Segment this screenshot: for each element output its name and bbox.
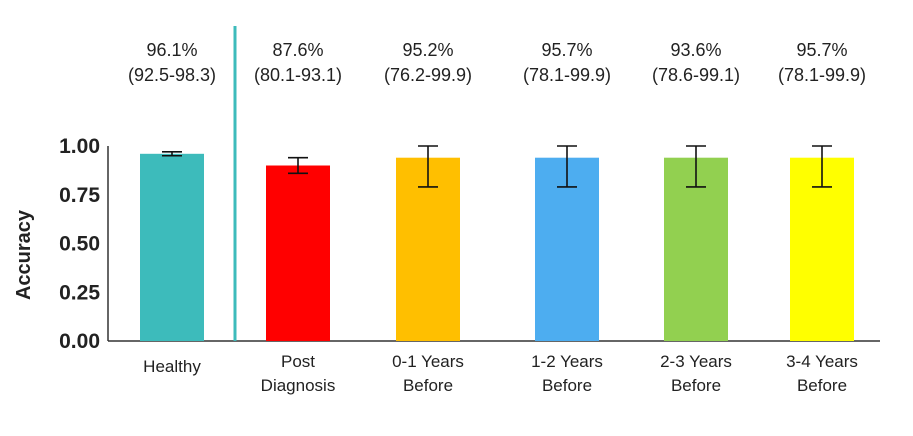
x-tick-label: 2-3 Years xyxy=(660,352,732,371)
x-tick-label: Healthy xyxy=(143,357,201,376)
error-bar xyxy=(812,145,832,188)
bar xyxy=(664,157,728,341)
x-tick-label: Before xyxy=(403,376,453,395)
y-tick-label: 0.50 xyxy=(59,233,100,256)
accuracy-percent-label: 95.7% xyxy=(541,40,592,60)
x-tick-label: 1-2 Years xyxy=(531,352,603,371)
confidence-interval-label: (76.2-99.9) xyxy=(384,65,472,85)
y-axis-ticks: 0.00 0.25 0.50 0.75 1.00 xyxy=(59,135,100,353)
bar xyxy=(266,165,330,341)
confidence-interval-label: (92.5-98.3) xyxy=(128,65,216,85)
accuracy-percent-label: 95.7% xyxy=(796,40,847,60)
bar xyxy=(396,157,460,341)
y-tick-label: 0.25 xyxy=(59,281,100,304)
annotations-group: 96.1% (92.5-98.3) 87.6% (80.1-93.1) 95.2% (76… xyxy=(128,40,866,85)
error-bar xyxy=(418,145,438,188)
accuracy-percent-label: 96.1% xyxy=(146,40,197,60)
confidence-interval-label: (78.1-99.9) xyxy=(523,65,611,85)
x-tick-label: Diagnosis xyxy=(261,376,336,395)
confidence-interval-label: (78.1-99.9) xyxy=(778,65,866,85)
bars-group xyxy=(140,153,854,341)
bar xyxy=(535,157,599,341)
y-tick-label: 0.75 xyxy=(59,184,100,207)
error-bar xyxy=(686,145,706,188)
confidence-interval-label: (78.6-99.1) xyxy=(652,65,740,85)
y-axis-label: Accuracy xyxy=(13,209,35,300)
accuracy-percent-label: 93.6% xyxy=(670,40,721,60)
x-tick-label: Post xyxy=(281,352,315,371)
accuracy-percent-label: 87.6% xyxy=(272,40,323,60)
confidence-interval-label: (80.1-93.1) xyxy=(254,65,342,85)
bar xyxy=(140,153,204,341)
x-tick-label: 0-1 Years xyxy=(392,352,464,371)
error-bar xyxy=(557,145,577,188)
x-axis-ticks: Healthy Post Diagnosis 0-1 Years Before 1-2 Y… xyxy=(143,352,858,395)
y-tick-label: 1.00 xyxy=(59,135,100,158)
accuracy-percent-label: 95.2% xyxy=(402,40,453,60)
y-tick-label: 0.00 xyxy=(59,330,100,353)
error-bar xyxy=(162,151,182,157)
error-bar xyxy=(288,156,308,175)
x-tick-label: Before xyxy=(542,376,592,395)
x-tick-label: 3-4 Years xyxy=(786,352,858,371)
error-bars-group xyxy=(162,145,832,188)
bar xyxy=(790,157,854,341)
x-tick-label: Before xyxy=(797,376,847,395)
x-tick-label: Before xyxy=(671,376,721,395)
